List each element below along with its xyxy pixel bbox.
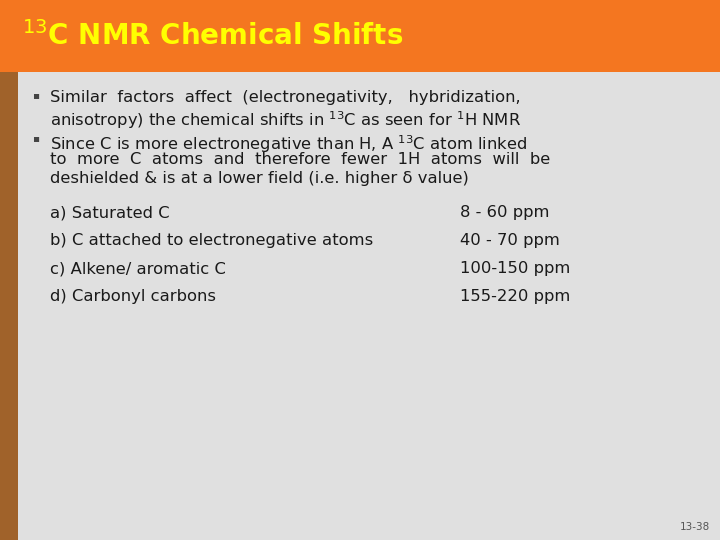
Bar [0,72,18,540]
Text: 155-220 ppm: 155-220 ppm [460,289,570,304]
Text: 8 - 60 ppm: 8 - 60 ppm [460,205,549,220]
Text: c) Alkene/ aromatic C: c) Alkene/ aromatic C [50,261,226,276]
Text: 13-38: 13-38 [680,522,710,532]
Text: anisotropy) the chemical shifts in $^{13}$C as seen for $^{1}$H NMR: anisotropy) the chemical shifts in $^{13… [50,109,521,131]
Bar [0,0,720,72]
Text: b) C attached to electronegative atoms: b) C attached to electronegative atoms [50,233,373,248]
Text: ▪: ▪ [32,133,39,143]
Text: a) Saturated C: a) Saturated C [50,205,170,220]
Text: ▪: ▪ [32,90,39,100]
Text: Since C is more electronegative than H, A $^{13}$C atom linked: Since C is more electronegative than H, … [50,133,527,154]
Text: $^{13}$C NMR Chemical Shifts: $^{13}$C NMR Chemical Shifts [22,21,403,51]
Text: Similar  factors  affect  (electronegativity,   hybridization,: Similar factors affect (electronegativit… [50,90,521,105]
Text: deshielded & is at a lower field (i.e. higher δ value): deshielded & is at a lower field (i.e. h… [50,171,469,186]
Text: 100-150 ppm: 100-150 ppm [460,261,570,276]
Text: d) Carbonyl carbons: d) Carbonyl carbons [50,289,216,304]
Text: to  more  C  atoms  and  therefore  fewer  1H  atoms  will  be: to more C atoms and therefore fewer 1H a… [50,152,550,167]
Text: 40 - 70 ppm: 40 - 70 ppm [460,233,560,248]
